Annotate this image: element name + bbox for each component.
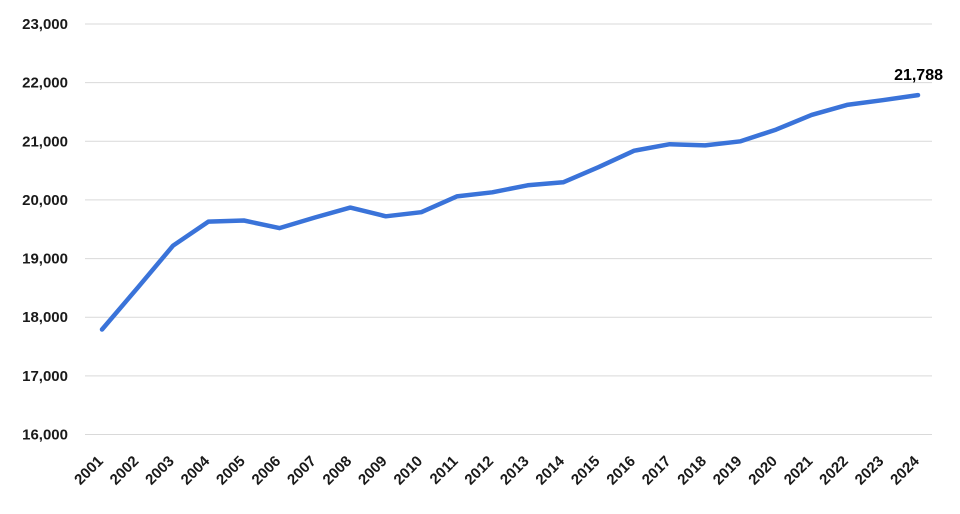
x-axis-tick-label: 2012 [461,453,497,489]
x-axis-tick-label: 2019 [710,453,746,489]
x-axis-tick-label: 2018 [674,453,710,489]
data-series-line [99,92,921,332]
x-axis-tick-label: 2011 [427,453,462,488]
x-axis-tick-label: 2016 [603,453,639,489]
y-axis-tick-label: 16,000 [22,427,68,444]
x-axis-tick-label: 2022 [816,453,852,489]
y-axis-tick-label: 17,000 [22,368,68,385]
y-axis-tick-label: 19,000 [22,251,68,268]
x-axis-labels-group: 2001 2002 2003 2004 2005 2006 2007 2008 2009 2010… [71,452,923,488]
y-axis-tick-label: 21,000 [22,133,68,150]
gridlines-group [85,23,932,435]
x-axis-tick-label: 2021 [781,453,817,489]
x-axis-tick-label: 2009 [355,453,391,489]
x-axis-tick-label: 2008 [320,453,356,489]
x-axis-tick-label: 2001 [71,453,107,489]
y-axis-tick-label: 18,000 [22,309,68,326]
x-axis-tick-label: 2004 [178,452,214,488]
annotations-group: 21,788 [894,67,943,84]
x-axis-tick-label: 2013 [497,453,533,489]
y-axis-labels-group: 16,000 17,000 18,000 19,000 20,000 21,000 22,0… [22,16,68,444]
data-series-group [99,92,921,332]
y-axis-tick-label: 22,000 [22,75,68,92]
x-axis-tick-label: 2003 [142,453,178,489]
x-axis-tick-label: 2002 [107,453,143,489]
y-axis-tick-label: 23,000 [22,16,68,33]
x-axis-tick-label: 2010 [391,453,427,489]
x-axis-tick-label: 2024 [887,452,923,488]
last-point-data-label: 21,788 [894,67,943,84]
y-axis-tick-label: 20,000 [22,192,68,209]
x-axis-tick-label: 2017 [639,453,675,489]
x-axis-tick-label: 2005 [213,453,249,489]
x-axis-tick-label: 2006 [249,453,285,489]
x-axis-tick-label: 2015 [568,453,604,489]
x-axis-tick-label: 2023 [852,453,888,489]
x-axis-tick-label: 2014 [532,452,568,488]
x-axis-tick-label: 2007 [284,453,320,489]
x-axis-tick-label: 2020 [745,453,781,489]
